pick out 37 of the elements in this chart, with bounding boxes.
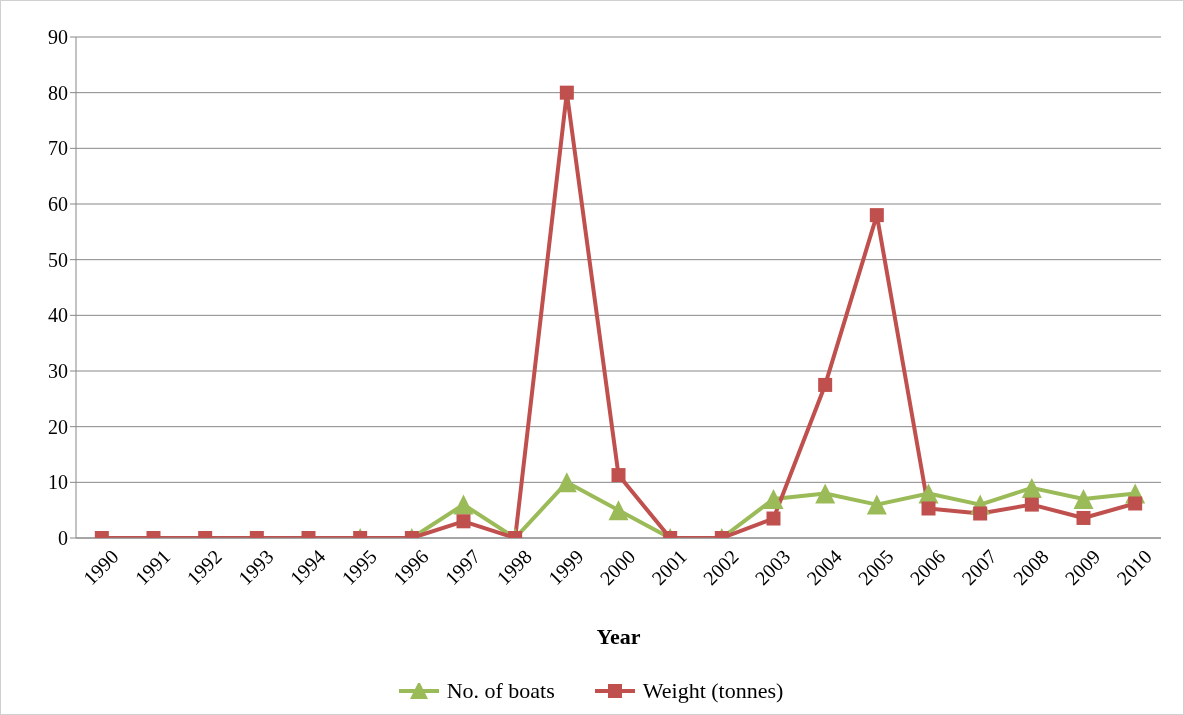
point [559,85,574,100]
x-axis-title: Year [596,624,641,649]
point [763,489,784,510]
y-tick-label: 80 [48,81,68,104]
point [1073,489,1094,510]
point [608,500,629,521]
y-tick-label: 70 [48,137,68,160]
point [866,494,887,515]
y-tick-label: 50 [48,248,68,271]
point [1076,510,1091,525]
point [1128,496,1143,511]
y-tick-label: 90 [48,26,68,49]
legend-label: No. of boats [445,678,555,704]
point [766,511,781,526]
point [453,494,474,515]
point [973,506,988,521]
point [815,483,836,504]
point [456,514,471,529]
x-tick-label: 1991 [130,545,175,590]
point [1024,497,1039,512]
y-tick-label: 0 [58,527,68,550]
x-tick-label: 1990 [78,545,123,590]
legend-label: Weight (tonnes) [641,678,784,704]
y-tick-label: 40 [48,304,68,327]
point [1021,477,1042,498]
y-tick-label: 30 [48,360,68,383]
x-tick-label: 1992 [182,545,227,590]
x-tick-label: 1998 [492,545,537,590]
point [869,208,884,223]
point [818,377,833,392]
y-tick-label: 60 [48,193,68,216]
y-tick-label: 20 [48,415,68,438]
y-tick-label: 10 [48,471,68,494]
point [611,468,626,483]
point [921,501,936,516]
point [556,472,577,493]
x-tick-label: 1999 [543,545,588,590]
